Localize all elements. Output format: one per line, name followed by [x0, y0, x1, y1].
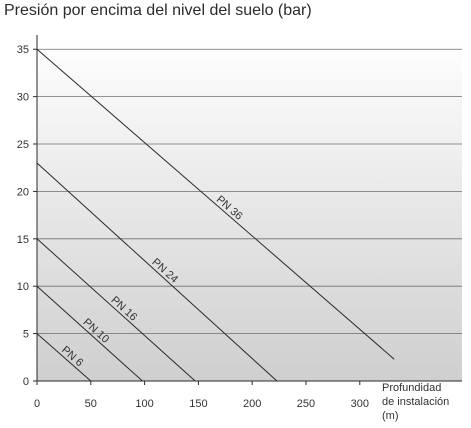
- x-axis-title: Profundidad de instalación (m): [382, 382, 449, 422]
- series-line-pn-6: [36, 333, 92, 382]
- xtick-label-0: 0: [34, 398, 40, 410]
- series-line-pn-10: [36, 285, 143, 382]
- grid-lines: [37, 48, 462, 335]
- ytick-label-25: 25: [17, 139, 29, 151]
- chart-title: Presión por encima del nivel del suelo (…: [4, 2, 312, 19]
- series-line-pn-36: [36, 48, 395, 360]
- tick-labels: 0 5 10 15 20 25 30 35 0 50 100 150 200 250 300: [17, 44, 369, 410]
- plot-background: [37, 35, 462, 381]
- xtick-label-50: 50: [85, 398, 97, 410]
- xtick-label-300: 300: [351, 398, 369, 410]
- xtick-label-250: 250: [297, 398, 315, 410]
- ytick-label-15: 15: [17, 234, 29, 246]
- ytick-label-20: 20: [17, 186, 29, 198]
- xtick-label-150: 150: [189, 398, 207, 410]
- ytick-label-10: 10: [17, 281, 29, 293]
- ytick-label-35: 35: [17, 44, 29, 56]
- xtick-label-200: 200: [243, 398, 261, 410]
- series-line-pn-24: [36, 162, 278, 382]
- axes: [33, 35, 462, 385]
- series-line-pn-16: [36, 238, 196, 382]
- series-lines: [36, 48, 395, 382]
- xtick-label-100: 100: [135, 398, 153, 410]
- ytick-label-0: 0: [23, 376, 29, 388]
- ytick-label-5: 5: [23, 329, 29, 341]
- ytick-label-30: 30: [17, 92, 29, 104]
